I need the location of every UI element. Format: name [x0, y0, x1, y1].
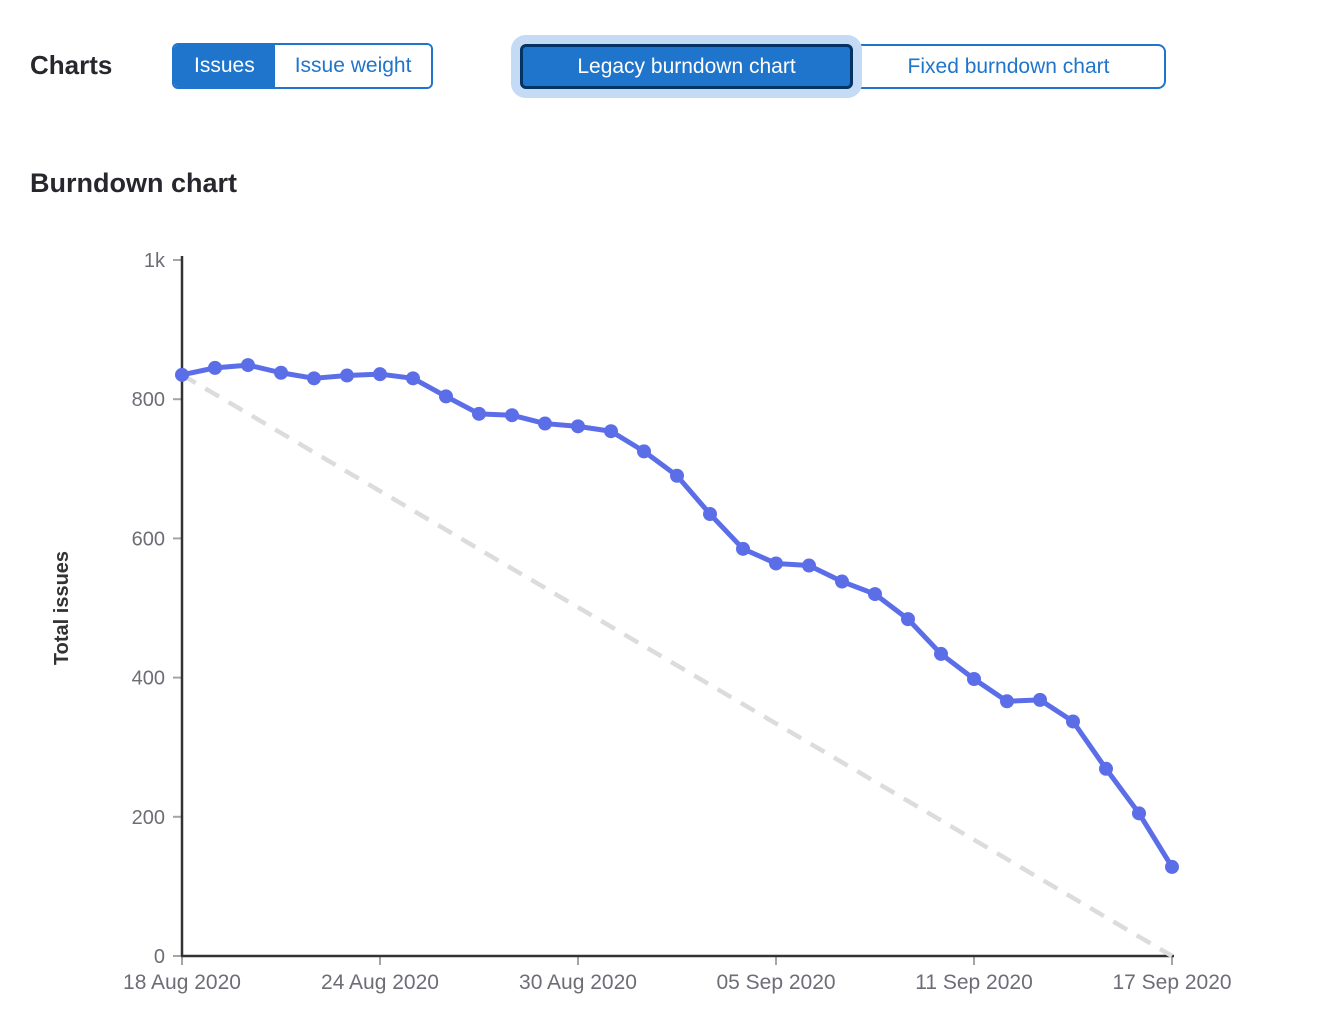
data-point[interactable] [307, 371, 321, 386]
x-tick-label: 17 Sep 2020 [1112, 971, 1231, 994]
data-point[interactable] [802, 558, 816, 573]
page-title: Burndown chart [30, 168, 237, 198]
metric-toggle-issues[interactable]: Issues [174, 45, 275, 87]
data-point[interactable] [967, 671, 981, 686]
y-tick-label: 1k [144, 250, 166, 272]
x-tick-label: 11 Sep 2020 [915, 971, 1033, 994]
charts-label: Charts [30, 50, 113, 80]
y-tick-label: 0 [154, 946, 165, 968]
data-point[interactable] [637, 444, 651, 459]
data-point[interactable] [901, 612, 915, 627]
data-point[interactable] [670, 468, 684, 483]
data-point[interactable] [439, 389, 453, 404]
x-tick-label: 05 Sep 2020 [716, 971, 835, 994]
y-tick-label: 800 [132, 389, 165, 411]
data-point[interactable] [1165, 859, 1179, 874]
issues-series-line [179, 362, 1175, 870]
chart-type-fixed-button[interactable]: Fixed burndown chart [853, 44, 1166, 89]
x-tick-label: 18 Aug 2020 [123, 971, 241, 994]
data-point[interactable] [571, 419, 585, 434]
data-point[interactable] [703, 507, 717, 522]
chart-type-legacy-button[interactable]: Legacy burndown chart [520, 44, 853, 89]
y-axis-title: Total issues [51, 551, 73, 665]
data-point[interactable] [1066, 714, 1080, 729]
data-point[interactable] [505, 408, 519, 423]
data-point[interactable] [835, 574, 849, 589]
y-tick-label: 600 [132, 528, 165, 550]
data-point[interactable] [604, 424, 618, 439]
y-tick-label: 200 [132, 807, 165, 829]
data-point[interactable] [1132, 806, 1146, 821]
data-point[interactable] [406, 371, 420, 386]
data-point[interactable] [1000, 694, 1014, 709]
data-point[interactable] [868, 587, 882, 602]
data-point[interactable] [175, 367, 189, 382]
data-point[interactable] [472, 406, 486, 421]
data-point[interactable] [736, 541, 750, 556]
data-point[interactable] [340, 368, 354, 383]
data-point[interactable] [274, 365, 288, 380]
data-point[interactable] [538, 416, 552, 431]
metric-toggle-issue-weight[interactable]: Issue weight [274, 45, 432, 87]
data-point[interactable] [373, 367, 387, 382]
ideal-guideline [180, 372, 1174, 958]
data-point[interactable] [1099, 761, 1113, 776]
y-tick-label: 400 [132, 668, 165, 690]
x-tick-label: 24 Aug 2020 [321, 971, 439, 994]
data-point[interactable] [208, 360, 222, 375]
metric-toggle-group: Issues Issue weight [172, 43, 434, 89]
data-point[interactable] [769, 556, 783, 571]
x-tick-label: 30 Aug 2020 [519, 971, 637, 994]
data-point[interactable] [1033, 692, 1047, 707]
data-point[interactable] [241, 358, 255, 373]
data-point[interactable] [934, 646, 948, 661]
